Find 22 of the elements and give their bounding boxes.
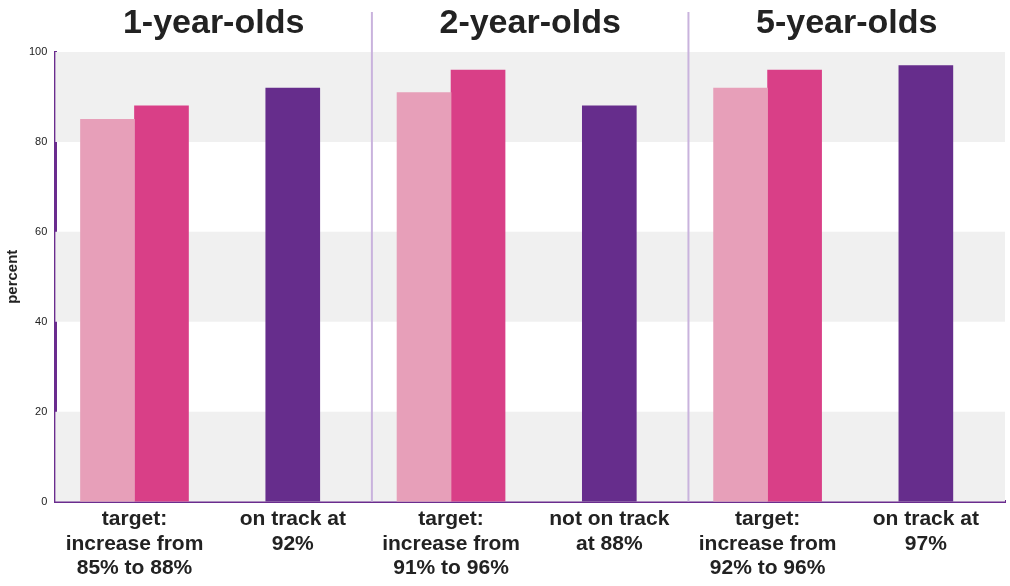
bar	[134, 105, 189, 502]
bar	[80, 119, 135, 502]
y-tick-label: 0	[41, 494, 48, 507]
x-tick-label: target: increase from 92% to 96%	[698, 506, 837, 578]
text: 5-year-olds	[756, 2, 938, 41]
bar	[767, 69, 822, 502]
y-axis-title: percent	[3, 249, 21, 304]
y-tick-label: 20	[35, 404, 48, 417]
bar	[713, 87, 768, 502]
x-tick-label: on track at 97%	[872, 506, 979, 554]
x-tick-label: target: increase from 91% to 96%	[382, 506, 520, 578]
x-tick-label: not on track at 88%	[549, 506, 670, 554]
bar	[396, 92, 452, 502]
bar	[450, 69, 506, 502]
y-tick-label: 40	[35, 314, 48, 327]
y-tick-label: 60	[35, 224, 48, 237]
y-tick-label: 100	[28, 45, 48, 58]
y-tick-label: 80	[35, 134, 48, 147]
text: 2-year-olds	[439, 2, 621, 41]
text: 1-year-olds	[122, 2, 305, 41]
x-tick-label: target: increase from 85% to 88%	[65, 506, 204, 578]
x-tick-label: on track at 92%	[239, 506, 346, 554]
